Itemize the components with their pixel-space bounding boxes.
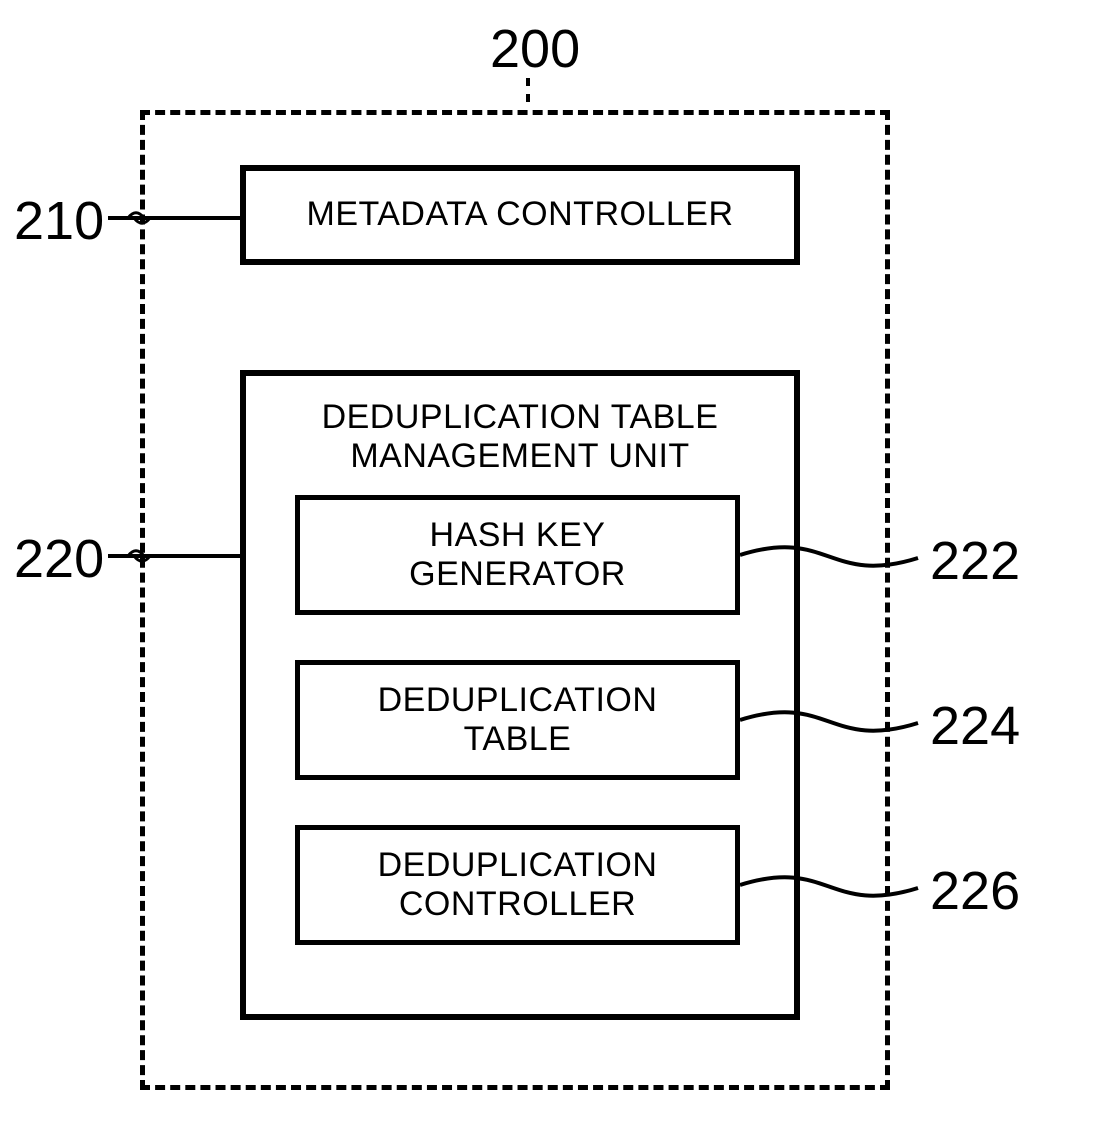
leader-lines-overlay — [0, 0, 1107, 1147]
diagram-canvas: METADATA CONTROLLER DEDUPLICATION TABLE … — [0, 0, 1107, 1147]
